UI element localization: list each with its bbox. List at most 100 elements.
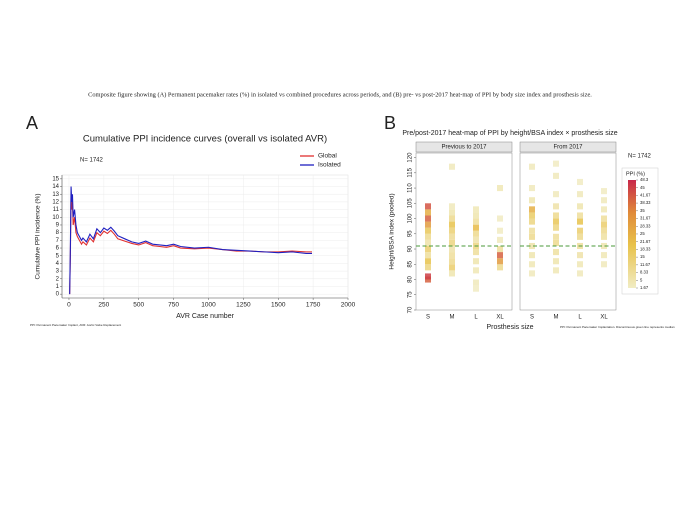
heat-tile [601,188,607,195]
colorbar-label: 1.67 [640,285,649,290]
heat-tile [497,227,503,234]
heat-tile [577,270,583,277]
heat-tile [473,267,479,274]
heat-tile [449,258,455,265]
heat-tile [497,258,503,265]
heat-tile [473,212,479,219]
facet-panel [415,152,513,311]
heat-tile [473,279,479,286]
panel-label: B [384,113,396,133]
heat-tile [425,209,431,216]
heat-tile [601,215,607,222]
colorbar-label: 8.33 [640,270,649,275]
y-tick-label: 70 [408,306,414,313]
y-tick-label: 90 [408,245,414,252]
heat-tile [601,261,607,268]
heat-tile [473,249,479,256]
heat-tile [553,249,559,256]
x-tick-label: 1250 [236,302,251,309]
facet-title: Previous to 2017 [441,145,487,151]
x-tick-label: 500 [133,302,144,309]
x-tick-label: M [450,315,455,321]
colorbar-label: 5 [640,277,643,282]
heat-tile [473,285,479,292]
y-tick-label: 100 [408,213,414,224]
heat-tile [425,221,431,228]
heat-tile [577,233,583,240]
y-tick-label: 5 [56,253,60,259]
colorbar-title: PPI (%) [626,171,645,177]
y-tick-label: 4 [56,261,60,267]
x-tick-label: L [474,315,478,321]
colorbar-label: 18.33 [640,247,651,252]
heat-tile [473,206,479,213]
heat-tile [529,218,535,225]
heat-tile [425,252,431,259]
heat-tile [425,227,431,234]
x-tick-label: 250 [98,302,109,309]
heat-tile [425,203,431,210]
x-tick-label: XL [600,315,608,321]
y-tick-label: 80 [408,276,414,283]
heat-tile [529,197,535,204]
colorbar-label: 31.67 [640,216,651,221]
colorbar-label: 38.33 [640,200,651,205]
y-tick-label: 85 [408,260,414,267]
heat-tile [529,227,535,234]
y-tick-label: 0 [56,292,60,298]
y-tick-label: 10 [52,215,59,221]
heat-tile [601,197,607,204]
heat-tile [601,252,607,259]
facet-title: From 2017 [553,145,583,151]
chart-title: Pre/post-2017 heat-map of PPI by height/… [402,130,617,137]
heat-tile [553,160,559,167]
heat-tile [425,245,431,253]
legend-label: Isolated [318,162,341,169]
colorbar-label: 45 [640,185,645,190]
y-tick-label: 8 [56,230,60,236]
heat-tile [577,178,583,186]
heat-tile [529,206,535,213]
heat-tile [529,185,535,192]
heat-tile [601,233,607,240]
y-tick-label: 95 [408,230,414,237]
heat-tile [553,224,559,231]
heat-tile [473,236,479,243]
heat-tile [497,236,503,243]
heat-tile [425,276,431,283]
colorbar-label: 41.67 [640,192,651,197]
y-tick-label: 9 [56,223,60,229]
heat-tile [473,230,479,237]
x-tick-label: 2000 [341,302,356,309]
x-tick-label: XL [496,315,504,321]
heat-tile [601,206,607,213]
heat-tile [529,233,535,240]
facet-strip [519,141,617,153]
heat-tile [601,242,607,250]
y-tick-label: 2 [56,276,60,282]
heat-tile [553,233,559,240]
y-tick-label: 75 [408,291,414,298]
colorbar-label: 48.3 [640,177,649,182]
heat-tile [449,264,455,271]
y-tick-label: 11 [53,207,60,213]
plot-area [61,174,349,299]
heat-tile [577,252,583,259]
heat-tile [553,172,559,179]
y-tick-label: 12 [52,199,59,205]
heat-tile [497,264,503,271]
heat-tile [577,191,583,198]
heat-tile [601,227,607,234]
heat-tile [601,221,607,228]
x-tick-label: 1750 [306,302,321,309]
y-tick-label: 115 [408,167,414,177]
heat-tile [497,252,503,259]
heat-tile [449,270,455,277]
heat-tile [449,239,455,246]
x-tick-label: M [554,315,559,321]
x-tick-label: 1500 [271,302,286,309]
y-tick-label: 15 [52,176,59,182]
heat-tile [497,215,503,222]
y-tick-label: 6 [56,246,60,252]
